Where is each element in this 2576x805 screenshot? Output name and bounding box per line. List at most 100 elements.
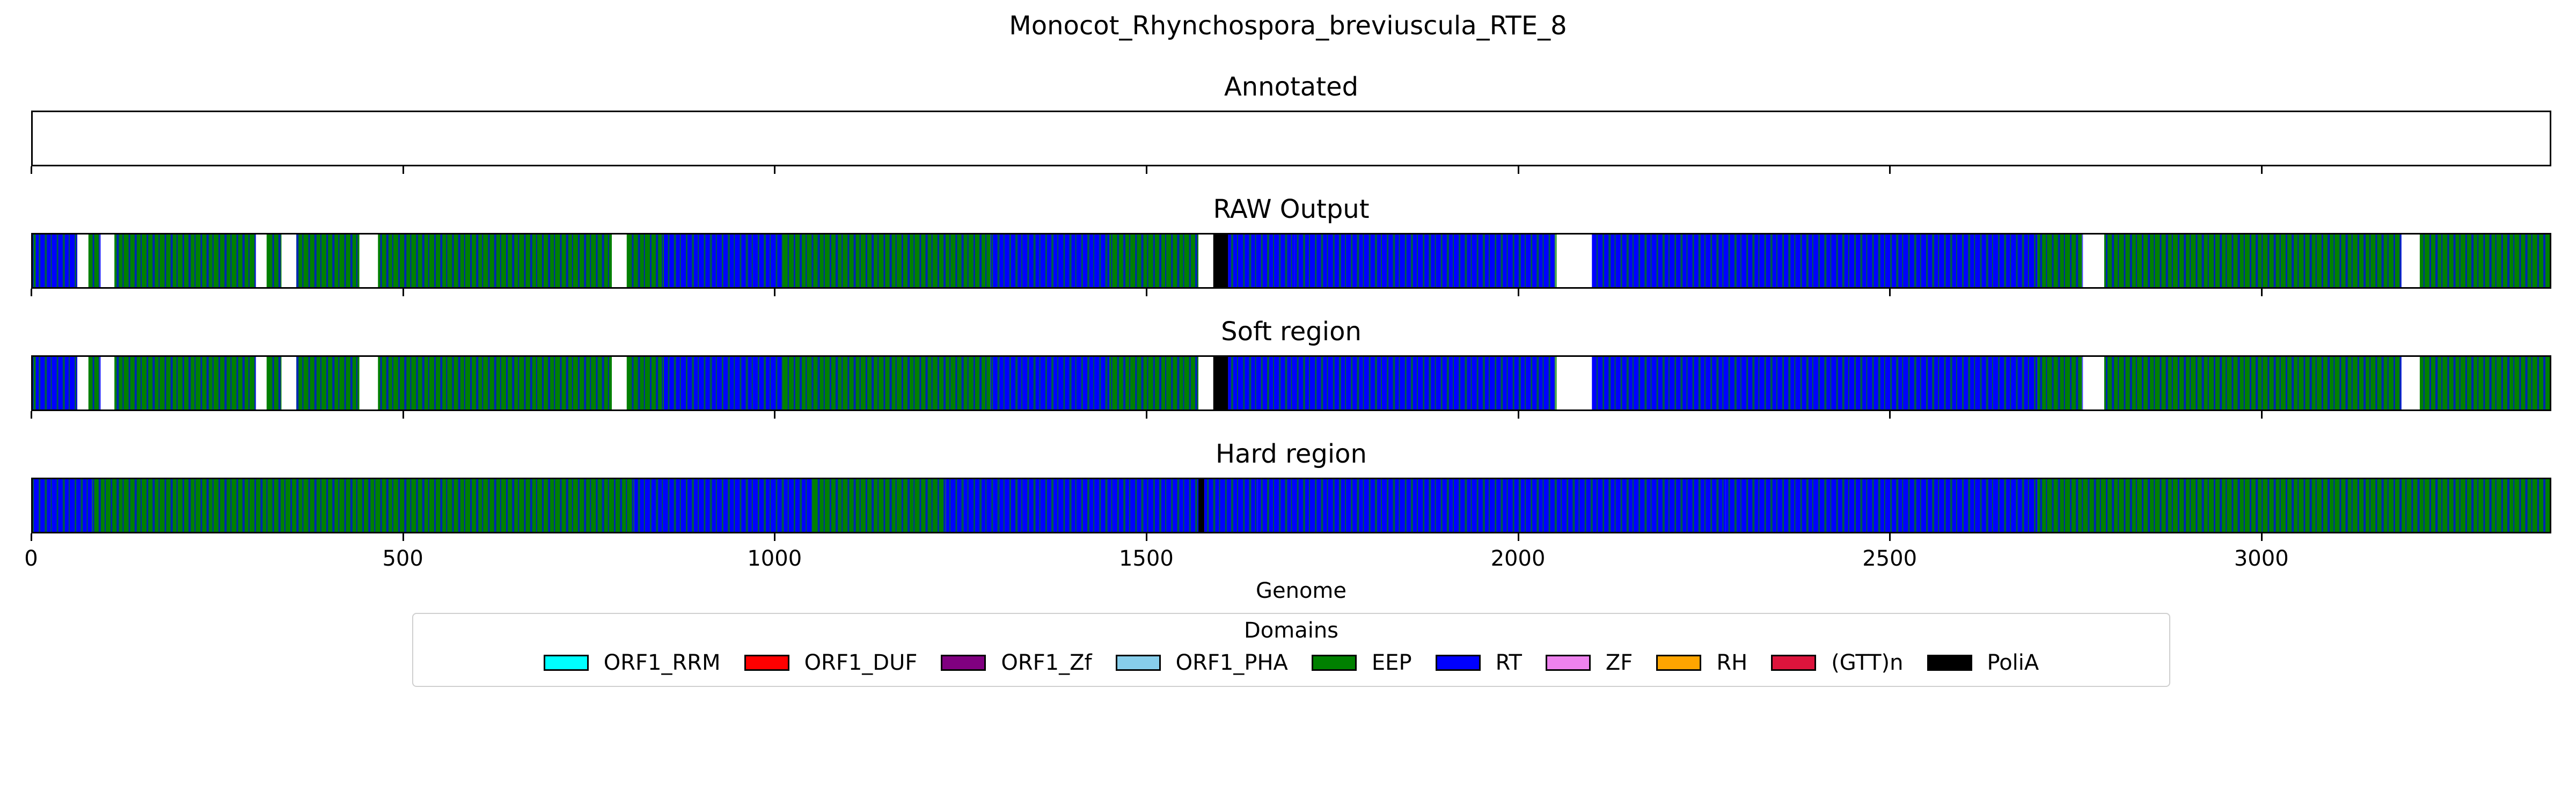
segment-stripe [1668,235,1670,287]
legend-item: ORF1_Zf [941,650,1092,675]
segment-gap [255,357,267,409]
segment-stripe [1315,235,1317,287]
segment-stripe [2040,357,2043,409]
segment-stripe [1033,235,1036,287]
segment-stripe [649,357,652,409]
segment-stripe [1279,479,1281,532]
segment-stripe [2082,357,2083,409]
segment-stripe [33,479,34,532]
segment-stripe [1884,479,1885,532]
segment-stripe [1680,357,1683,409]
segment-stripe [554,357,555,409]
segment-stripe [1824,357,1827,409]
segment-stripe [1986,479,1988,532]
segment-stripe [2411,479,2413,532]
segment-stripe [1764,235,1766,287]
segment-rt [1228,357,1555,409]
segment-stripe [39,479,41,532]
segment-stripe [781,479,784,532]
segment-stripe [638,479,640,532]
segment-stripe [638,235,640,287]
segment-stripe [2507,235,2510,287]
segment-stripe [668,479,670,532]
segment-stripe [1087,235,1089,287]
segment-stripe [2351,235,2353,287]
segment-stripe [2441,479,2443,532]
segment-stripe [721,479,723,532]
segment-stripe [853,357,856,409]
segment-stripe [2094,479,2096,532]
segment-stripe [248,235,250,287]
segment-stripe [1662,235,1665,287]
segment-stripe [1093,479,1095,532]
segment-stripe [1938,357,1940,409]
segment-stripe [829,357,831,409]
segment-stripe [2237,357,2240,409]
segment-stripe [1848,479,1849,532]
segment-stripe [2537,235,2539,287]
x-tick [402,533,404,541]
segment-stripe [859,357,861,409]
segment-stripe [2369,357,2371,409]
segment-stripe [2393,357,2395,409]
segment-stripe [494,479,496,532]
segment-stripe [2196,357,2198,409]
segment-stripe [1231,479,1233,532]
panel-title-3: Soft region [1221,317,1362,347]
segment-stripe [1764,357,1766,409]
segment-stripe [1476,357,1479,409]
segment-stripe [1255,235,1256,287]
segment-stripe [1794,479,1796,532]
segment-stripe [1357,357,1359,409]
segment-stripe [1626,479,1629,532]
segment-stripe [1021,357,1023,409]
segment-stripe [1440,479,1443,532]
segment-stripe [1338,357,1341,409]
legend-label: ZF [1605,650,1633,675]
segment-stripe [422,479,425,532]
segment-stripe [2495,235,2497,287]
segment-stripe [2328,357,2330,409]
segment-stripe [1147,357,1148,409]
segment-stripe [800,235,802,287]
legend-item: EEP [1311,650,1412,675]
segment-stripe [284,479,286,532]
segment-stripe [823,357,825,409]
segment-stripe [590,235,591,287]
segment-stripe [757,235,759,287]
segment-stripe [470,479,472,532]
segment-stripe [692,235,694,287]
segment-stripe [2058,235,2060,287]
segment-stripe [2279,479,2281,532]
segment-stripe [949,357,951,409]
segment-stripe [476,479,479,532]
segment-stripe [1986,235,1988,287]
segment-stripe [1476,479,1479,532]
segment-stripe [1950,357,1952,409]
segment-stripe [1033,479,1036,532]
segment-stripe [1213,479,1216,532]
track-4 [31,478,2551,533]
segment-stripe [656,235,658,287]
segment-stripe [464,235,465,287]
segment-stripe [2184,357,2186,409]
segment-stripe [997,479,1000,532]
segment-stripe [2292,235,2294,287]
segment-stripe [1686,235,1688,287]
segment-stripe [1752,357,1755,409]
segment-stripe [2141,235,2143,287]
segment-stripe [775,235,778,287]
segment-stripe [1069,357,1072,409]
segment-stripe [524,479,526,532]
segment-stripe [2135,357,2137,409]
segment-stripe [2141,479,2143,532]
segment-stripe [2387,357,2389,409]
track-svg-3 [33,357,2550,409]
segment-stripe [2262,357,2263,409]
segment-stripe [1225,479,1227,532]
segment-stripe [1393,479,1395,532]
segment-stripe [1746,357,1748,409]
segment-stripe [2201,479,2204,532]
segment-stripe [2129,235,2132,287]
track-2 [31,233,2551,289]
